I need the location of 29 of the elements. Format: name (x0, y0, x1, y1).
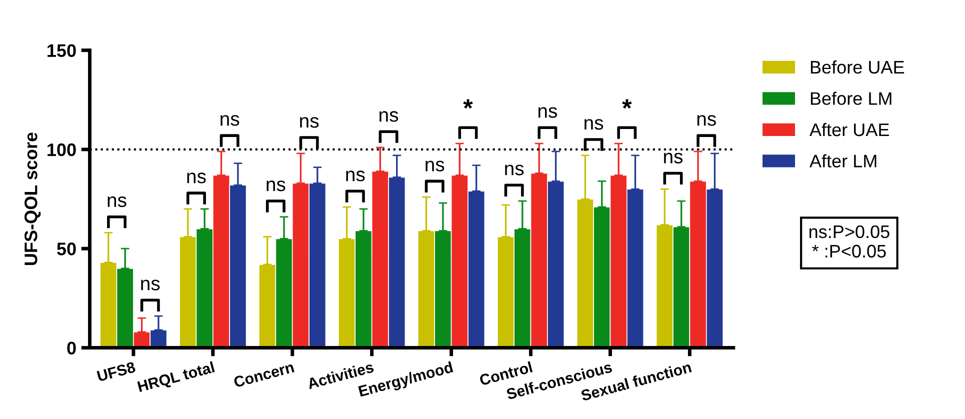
annotation: ns (538, 107, 558, 118)
annotation: ns (664, 152, 683, 164)
annotation: * (463, 99, 473, 109)
annotation: ns (220, 115, 240, 126)
annotation: ns (266, 180, 286, 192)
y-tick-label: 100 (48, 143, 76, 156)
annotation: ns (108, 196, 126, 208)
annotation: * (622, 99, 632, 109)
x-tick-label: HRQL total (137, 361, 216, 395)
legend-label: After LM (810, 154, 876, 168)
annotation: ns (346, 170, 365, 182)
annotation: ns (141, 280, 160, 290)
legend-label: Before UAE (810, 60, 904, 74)
annotation: ns (584, 119, 604, 130)
annotation: ns (380, 111, 398, 122)
x-tick-label: Concern (233, 362, 294, 388)
y-axis-title: UFS-QOL score (24, 132, 41, 265)
y-tick-label: 150 (48, 44, 76, 57)
annotation: ns (187, 172, 206, 184)
text: ns:P>0.05 * :P<0.05 (809, 225, 890, 258)
annotation: ns (505, 164, 524, 176)
annotation: ns (697, 115, 716, 126)
annotation: ns (300, 117, 319, 128)
legend-label: Before LM (810, 92, 892, 105)
annotation: ns (426, 160, 444, 172)
legend-label: After UAE (810, 122, 889, 136)
x-tick-label: UFS8 (96, 361, 136, 382)
y-tick-label: 50 (57, 242, 76, 256)
y-tick-label: 0 (67, 342, 76, 354)
